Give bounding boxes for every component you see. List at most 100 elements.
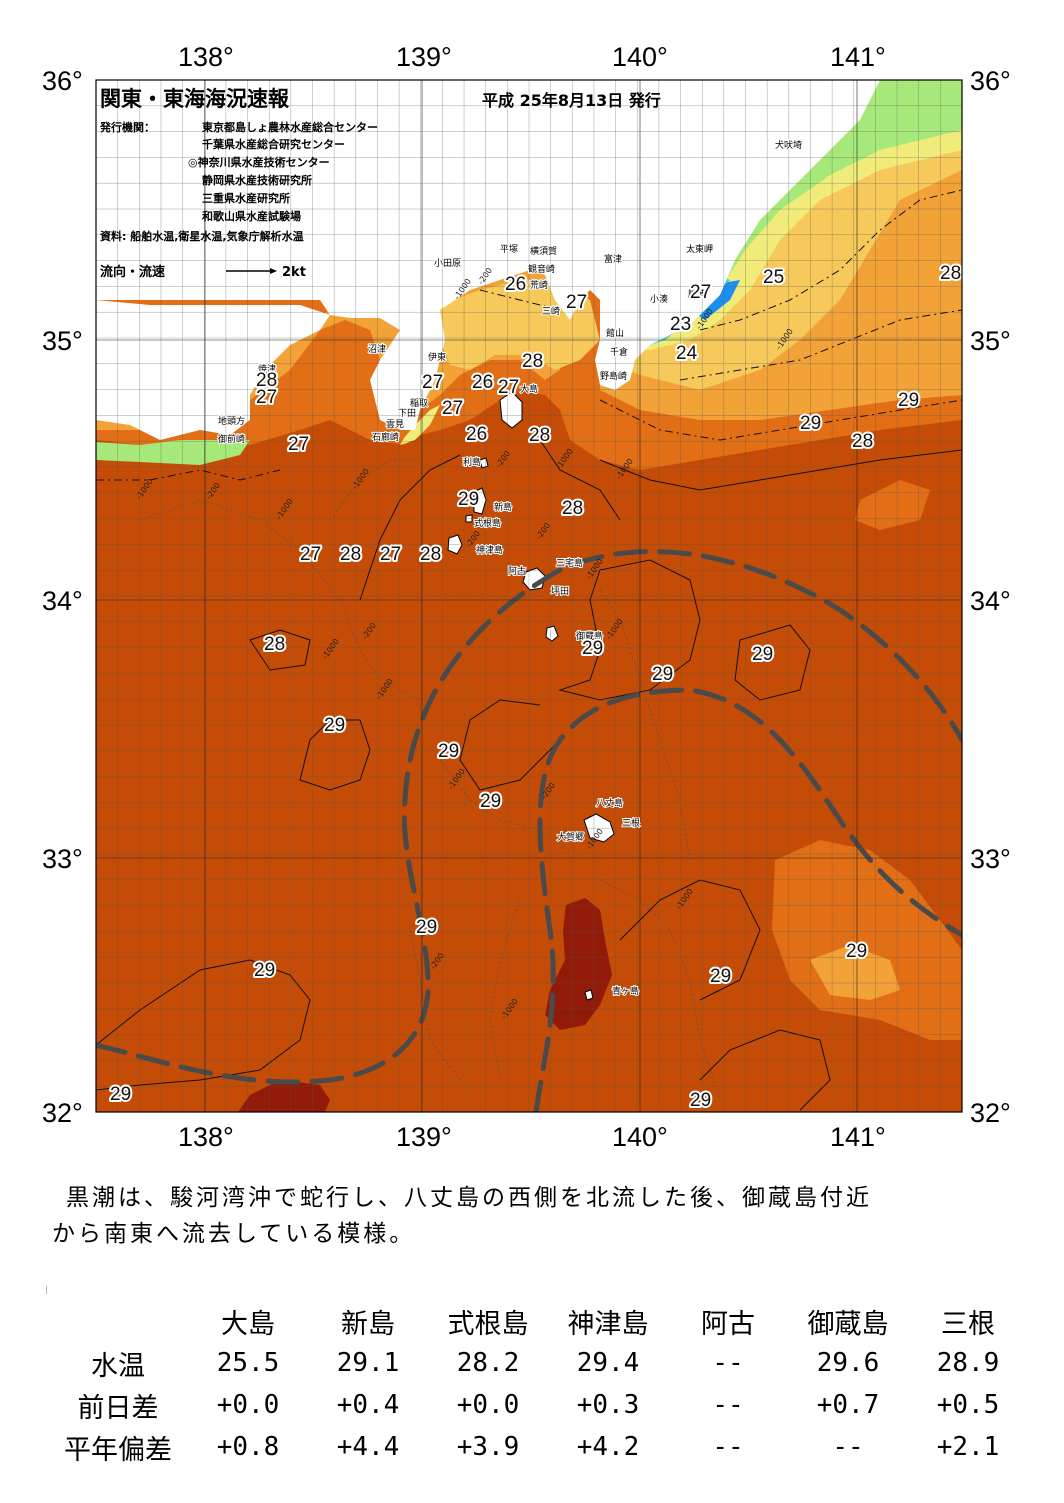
island-aogashima [584,989,594,1001]
place-label: 御蔵島 [576,630,603,642]
isotherm-label: 29 [254,960,275,981]
isotherm-label: 28 [562,498,583,519]
isotherm-label: 28 [264,634,285,655]
table-cell: +0.5 [936,1390,1000,1420]
summary-line-1: 黒潮は、駿河湾沖で蛇行し、八丈島の西側を北流した後、御蔵島付近 [66,1185,872,1211]
table-cell: -- [712,1390,744,1420]
island-toshima [479,457,489,469]
lat-label-right: 32° [970,1098,1011,1128]
isotherm-label: 23 [670,314,691,335]
isotherm-label: 27 [380,544,401,565]
lon-label-top: 141° [830,42,886,72]
place-label: 館山 [606,327,624,339]
isotherm-label: 27 [256,387,277,408]
place-label: 地頭方 [218,415,245,427]
isotherm-label: 29 [898,390,919,411]
table-cell: +4.4 [336,1432,400,1462]
isotherm-label: 29 [652,664,673,685]
table-row: 水温 25.5 29.1 28.2 29.4 -- 29.6 28.9 [48,1342,1028,1384]
axis-labels: 138° 139° 140° 141° 138° 139° 140° 141° … [42,42,1011,1152]
island-oshima [499,391,523,429]
isotherm-label: 27 [422,372,443,393]
isotherm-label: 29 [324,715,345,736]
table-cell: 28.9 [936,1348,1000,1378]
org-1: 東京都島しょ農林水産総合センター [202,120,378,134]
org-5: 三重県水産研究所 [202,191,290,205]
lat-label-right: 34° [970,586,1011,616]
row-label: 水温 [91,1350,145,1382]
isotherm-label: 28 [940,263,961,284]
lat-label-right: 35° [970,326,1011,356]
summary-line-2: から南東へ流去している模様。 [52,1221,416,1247]
table-cell: 29.1 [336,1348,400,1378]
table-cell: -- [712,1432,744,1462]
lat-label-left: 33° [42,844,83,874]
place-label: 三根 [622,817,640,829]
current-legend-label: 流向・流速 [100,264,165,280]
org-label: 発行機関： [99,120,155,134]
table-cell: 29.4 [576,1348,640,1378]
lon-label-top: 140° [612,42,668,72]
isotherm-lines [96,439,962,1111]
place-label: 坪田 [551,586,569,597]
land-suruga-west [96,300,330,440]
place-label: 利島 [463,456,481,468]
water-25-zone-izu [400,405,440,445]
island-temperature-table: 大島 新島 式根島 神津島 阿古 御蔵島 三根 水温 25.5 29.1 28.2 29.4 -- 29… [48,1300,1028,1468]
place-label: 御前崎 [218,433,245,445]
current-summary: 黒潮は、駿河湾沖で蛇行し、八丈島の西側を北流した後、御蔵島付近 から南東へ流去し… [52,1180,1042,1252]
isotherm-label: 28 [340,544,361,565]
isotherm-label: 25 [763,267,784,288]
place-label: 三宅島 [556,557,583,569]
isotherm-label: 29 [800,413,821,434]
row-label: 平年偏差 [64,1434,172,1466]
table-corner [48,1300,188,1342]
place-label: 太東岬 [686,243,713,255]
place-label: 平塚 [500,244,518,255]
place-label: 大島 [520,383,538,395]
island-mikurajima [545,625,559,642]
place-label: 新島 [494,501,512,513]
table-cell: +0.4 [336,1390,400,1420]
column-header: 御蔵島 [807,1308,889,1340]
lon-label-bottom: 140° [612,1122,668,1152]
column-header: 三根 [941,1308,995,1340]
isotherm-label: 29 [710,966,731,987]
isotherm-label: 28 [529,425,550,446]
row-label: 前日差 [77,1392,159,1424]
place-label: 富津 [604,253,622,265]
arrow-head-icon [270,268,277,274]
lat-label-left: 36° [42,66,83,96]
grid-minor [96,80,962,1112]
place-label: 阿古 [508,565,526,577]
column-header: 式根島 [447,1308,529,1340]
lat-label-right: 33° [970,844,1011,874]
isotherm-dashdot [96,189,962,481]
table-row: 前日差 +0.0 +0.4 +0.0 +0.3 -- +0.7 +0.5 [48,1384,1028,1426]
map-header: 関東・東海海況速報 平成 25年8月13日 発行 発行機関： 東京都島しょ農林水… [99,87,661,280]
isotherm-label: 27 [442,398,463,419]
table-cell: -- [832,1432,864,1462]
table-cell: 25.5 [216,1348,280,1378]
table-cell: +4.2 [576,1432,640,1462]
place-label: 犬吠埼 [775,139,802,151]
isotherm-label: 26 [466,424,487,445]
isotherm-label: 24 [676,343,698,364]
place-label: 横須賀 [530,245,557,257]
isotherm-label: 29 [438,741,459,762]
lon-label-bottom: 138° [178,1122,234,1152]
sea-temperature-map: 犬吠埼 太東岬 小田原 平塚 横須賀 観音崎 富津 荒崎 三崎 小湊 勝浦 館山 千倉 野島崎 沼津 伊東 大島… [42,42,1011,1152]
table-cell: 29.6 [816,1348,880,1378]
isotherm-label: 27 [690,282,711,303]
isotherm-label: 26 [505,274,526,295]
isotherm-label: 28 [522,351,543,372]
isotherm-label: 29 [480,791,501,812]
divider-mark [46,1286,47,1294]
lon-label-top: 138° [178,42,234,72]
org-2: 千葉県水産総合研究センター [202,137,345,151]
place-label: 沼津 [368,344,386,355]
